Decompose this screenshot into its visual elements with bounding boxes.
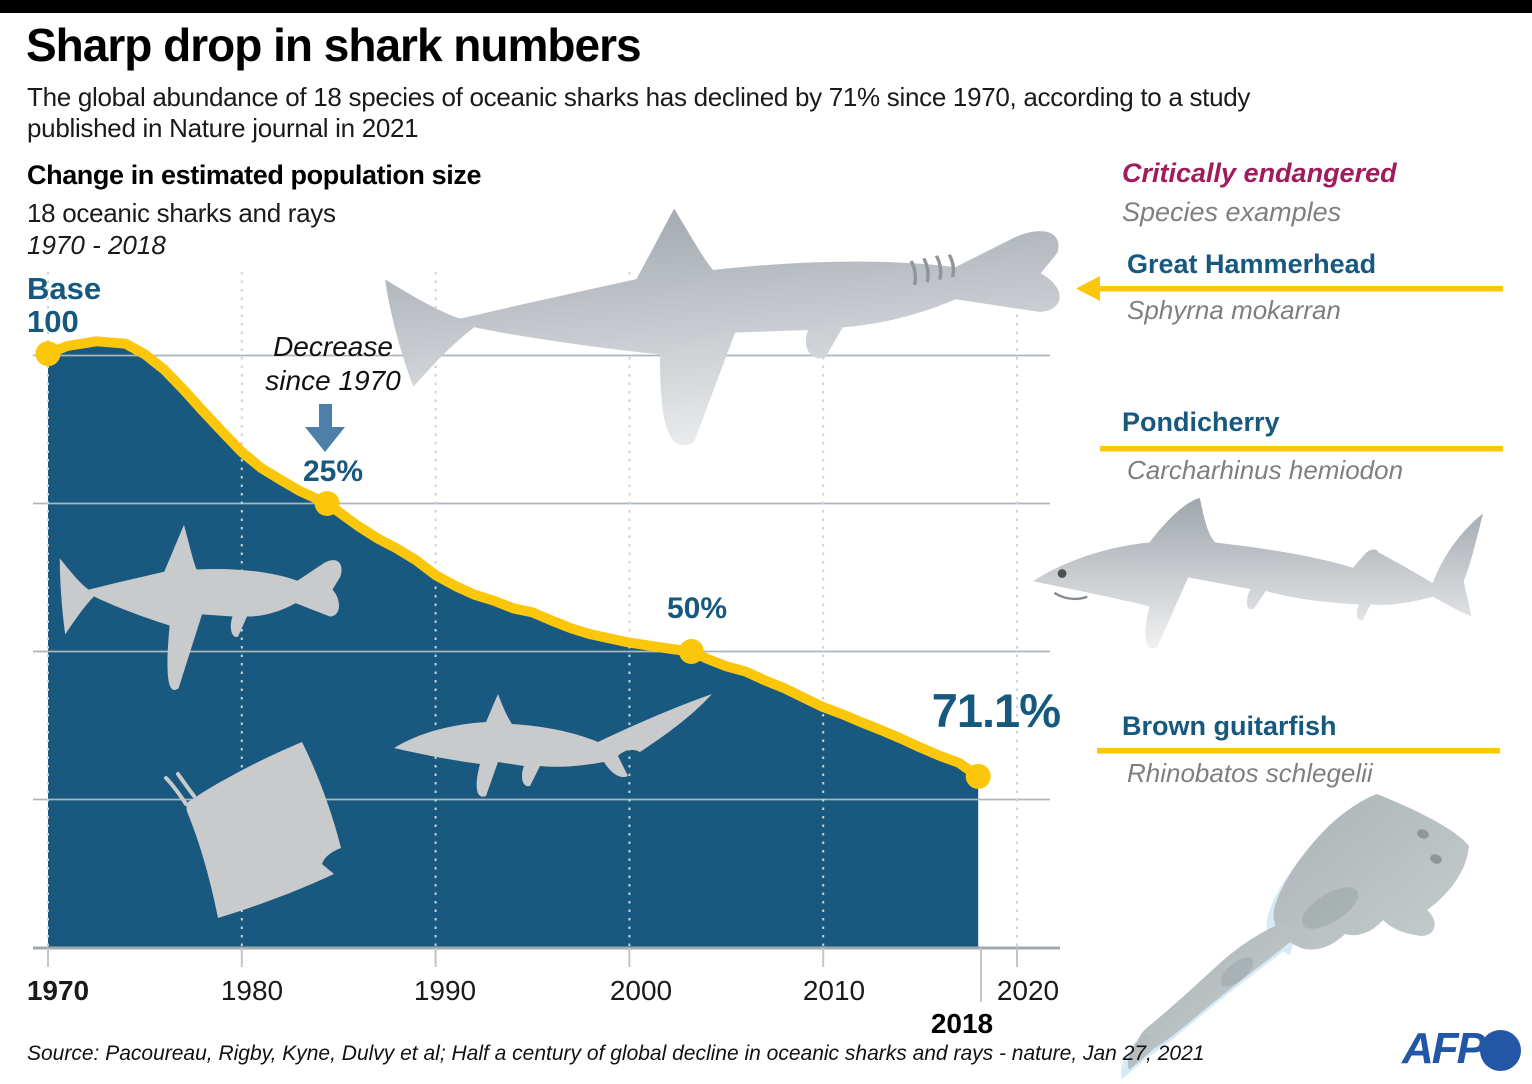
thresher-shark-silhouette <box>394 694 712 797</box>
x-tick-2000: 2000 <box>609 975 673 1006</box>
subtitle-line-1: The global abundance of 18 species of oc… <box>27 82 1251 112</box>
great-hammerhead-illustration <box>385 208 1060 446</box>
hammerhead-silhouette <box>59 524 342 690</box>
shark-eye <box>1057 569 1067 578</box>
pondicherry-underline <box>1100 446 1503 452</box>
subtitle-line-2: published in Nature journal in 2021 <box>27 113 419 143</box>
marker-label-71: 71.1% <box>931 684 1061 737</box>
guitarfish-eye-2 <box>1430 854 1442 864</box>
x-tick-1970: 1970 <box>26 975 90 1006</box>
chart-title: Change in estimated population size <box>27 160 482 190</box>
afp-logo: AFP <box>1402 1024 1522 1074</box>
manta-ray-silhouette <box>164 742 341 918</box>
axis-ticks <box>47 948 1018 967</box>
x-tick-2010: 2010 <box>802 975 866 1006</box>
chart-period: 1970 - 2018 <box>27 230 166 260</box>
x-tick-1990: 1990 <box>413 975 477 1006</box>
afp-logo-circle <box>1480 1030 1521 1071</box>
panel-heading: Critically endangered <box>1122 158 1397 188</box>
species-latin-pondicherry: Carcharhinus hemiodon <box>1127 455 1404 485</box>
top-bar <box>0 0 1532 13</box>
marker-label-50: 50% <box>666 592 728 625</box>
species-latin-brown-guitarfish: Rhinobatos schlegelii <box>1127 758 1373 788</box>
species-name-great-hammerhead: Great Hammerhead <box>1127 249 1377 279</box>
guitarfish-underline <box>1097 748 1500 754</box>
afp-logo-text: AFP <box>1402 1024 1486 1073</box>
curve-marker-dot <box>314 491 340 516</box>
end-year-label: 2018 <box>930 1008 994 1039</box>
guitarfish-patch <box>1301 887 1359 929</box>
page-title: Sharp drop in shark numbers <box>26 19 642 71</box>
marker-label-25: 25% <box>302 455 364 488</box>
pondicherry-shark-illustration <box>1033 497 1484 649</box>
brown-guitarfish-illustration <box>1120 794 1469 1079</box>
source-line: Source: Pacoureau, Rigby, Kyne, Dulvy et… <box>27 1042 1205 1065</box>
hammerhead-pointer-arrow <box>1076 276 1503 301</box>
curve-marker-dot <box>35 341 61 367</box>
decline-line <box>43 336 984 782</box>
panel-subheading: Species examples <box>1122 197 1342 227</box>
decrease-arrow <box>305 404 345 452</box>
shark-mouth <box>1053 591 1088 601</box>
x-tick-1980: 1980 <box>220 975 284 1006</box>
decline-markers <box>35 341 991 789</box>
guitarfish-eye <box>1417 829 1429 839</box>
decrease-note: Decrease since 1970 <box>265 331 401 396</box>
species-name-brown-guitarfish: Brown guitarfish <box>1122 711 1337 741</box>
guitarfish-patch-2 <box>1220 957 1254 987</box>
curve-marker-dot <box>678 639 704 664</box>
species-latin-great-hammerhead: Sphyrna mokarran <box>1127 295 1341 325</box>
baseline-label: Base 100 <box>27 271 102 339</box>
gill-slits <box>909 254 956 286</box>
page-subtitle: The global abundance of 18 species of oc… <box>27 82 1250 144</box>
species-name-pondicherry: Pondicherry <box>1122 407 1280 437</box>
curve-marker-dot <box>965 763 991 789</box>
chart-subtitle: 18 oceanic sharks and rays <box>27 198 336 228</box>
x-tick-2020: 2020 <box>996 975 1060 1006</box>
